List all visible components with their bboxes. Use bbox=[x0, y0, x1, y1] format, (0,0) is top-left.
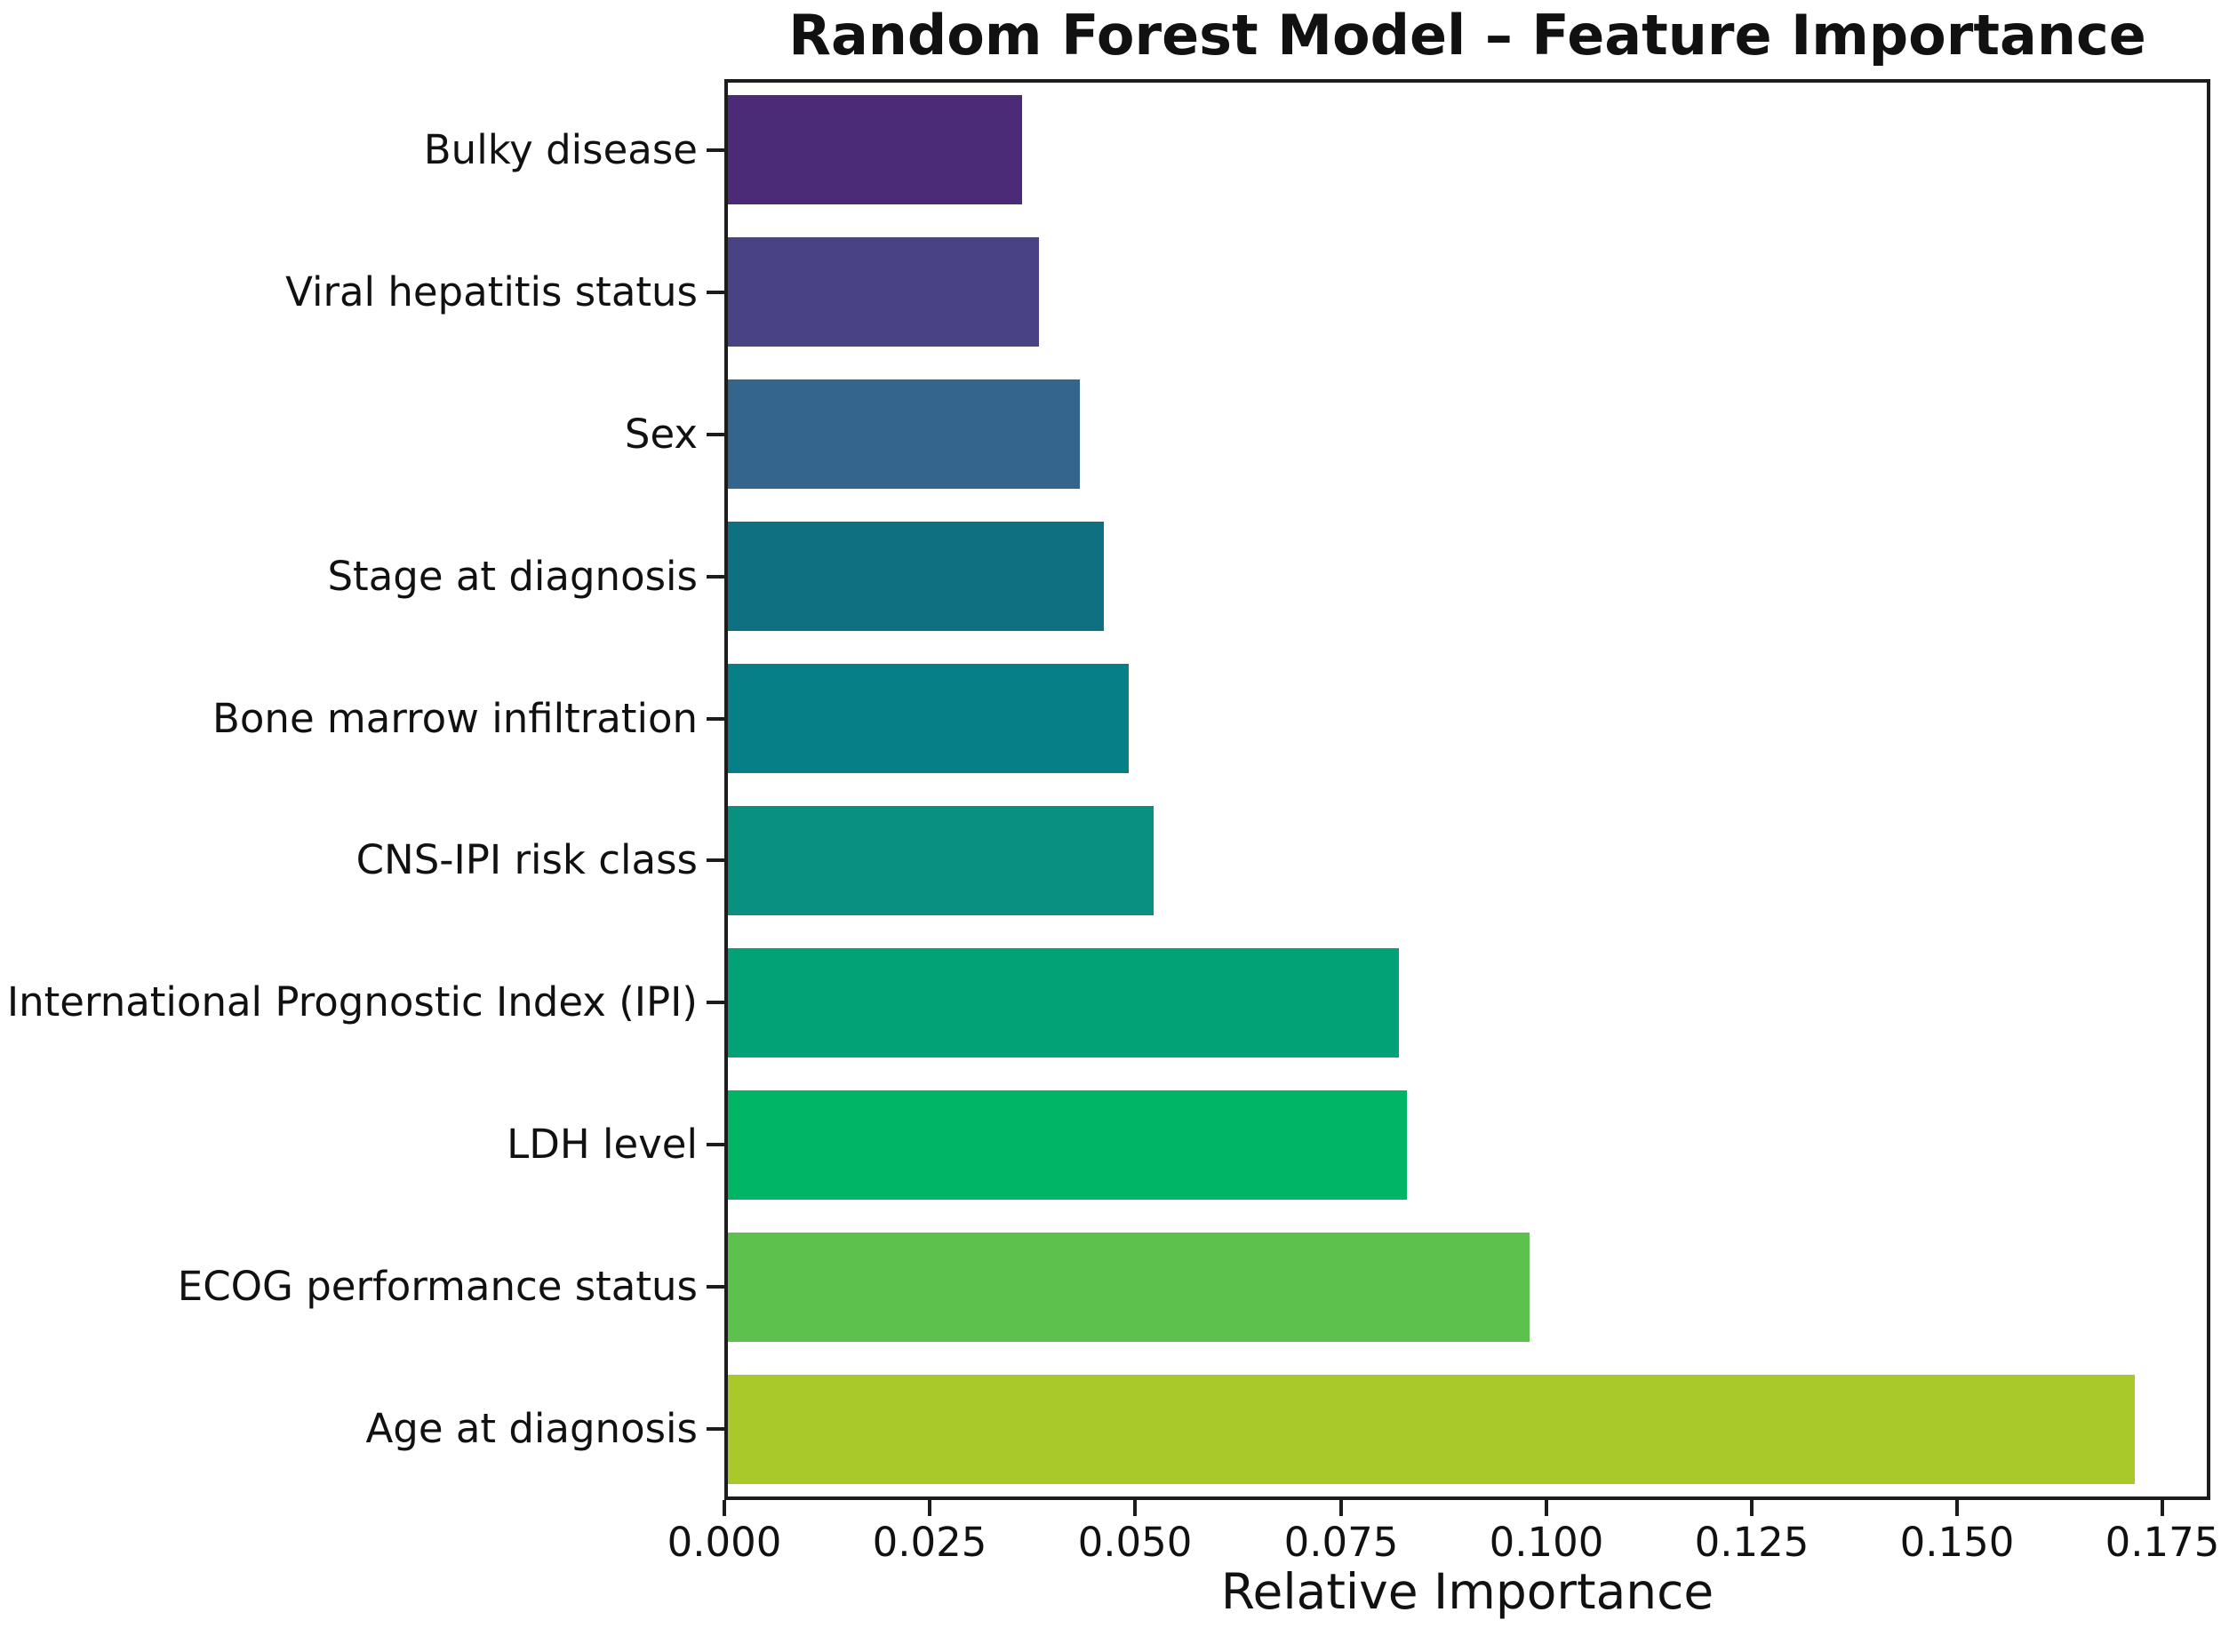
x-tick-label: 0.150 bbox=[1899, 1519, 2015, 1566]
y-tick-mark bbox=[707, 858, 724, 862]
x-tick-mark bbox=[1955, 1500, 1959, 1516]
x-axis-label: Relative Importance bbox=[1220, 1563, 1714, 1620]
y-tick-label: LDH level bbox=[507, 1121, 698, 1168]
y-tick-mark bbox=[707, 1427, 724, 1431]
y-tick-mark bbox=[707, 148, 724, 152]
y-tick-label: Stage at diagnosis bbox=[327, 553, 698, 600]
y-tick-label: Viral hepatitis status bbox=[285, 268, 698, 315]
x-tick-label: 0.050 bbox=[1077, 1519, 1193, 1566]
bar-viral-hepatitis-status bbox=[728, 237, 1039, 347]
y-tick-mark bbox=[707, 1285, 724, 1289]
bar-international-prognostic-index-ipi bbox=[728, 948, 1399, 1057]
y-tick-mark bbox=[707, 575, 724, 579]
y-tick-label: Age at diagnosis bbox=[365, 1405, 698, 1452]
x-tick-mark bbox=[1339, 1500, 1343, 1516]
bar-stage-at-diagnosis bbox=[728, 522, 1105, 631]
x-tick-label: 0.100 bbox=[1489, 1519, 1604, 1566]
x-tick-label: 0.175 bbox=[2105, 1519, 2220, 1566]
chart-title: Random Forest Model – Feature Importance bbox=[788, 3, 2146, 68]
y-tick-label: Bone marrow infiltration bbox=[212, 695, 698, 742]
x-tick-mark bbox=[723, 1500, 726, 1516]
y-tick-mark bbox=[707, 1143, 724, 1146]
x-tick-label: 0.025 bbox=[872, 1519, 987, 1566]
x-tick-label: 0.075 bbox=[1283, 1519, 1399, 1566]
plot-area bbox=[724, 79, 2210, 1500]
y-tick-mark bbox=[707, 1001, 724, 1004]
bar-ecog-performance-status bbox=[728, 1233, 1530, 1342]
x-tick-mark bbox=[1545, 1500, 1548, 1516]
x-tick-label: 0.125 bbox=[1694, 1519, 1810, 1566]
y-tick-mark bbox=[707, 433, 724, 436]
bar-ldh-level bbox=[728, 1090, 1407, 1200]
bar-cns-ipi-risk-class bbox=[728, 806, 1154, 915]
y-tick-label: International Prognostic Index (IPI) bbox=[6, 978, 698, 1026]
x-tick-mark bbox=[1750, 1500, 1754, 1516]
y-tick-label: Sex bbox=[624, 411, 698, 458]
y-tick-label: ECOG performance status bbox=[177, 1263, 698, 1310]
x-tick-mark bbox=[2161, 1500, 2164, 1516]
x-tick-label: 0.000 bbox=[667, 1519, 782, 1566]
y-tick-mark bbox=[707, 291, 724, 294]
bar-bulky-disease bbox=[728, 95, 1023, 204]
bar-age-at-diagnosis bbox=[728, 1375, 2135, 1484]
y-tick-label: Bulky disease bbox=[423, 126, 698, 173]
x-tick-mark bbox=[928, 1500, 931, 1516]
y-tick-mark bbox=[707, 717, 724, 721]
bar-bone-marrow-infiltration bbox=[728, 664, 1129, 773]
x-tick-mark bbox=[1133, 1500, 1137, 1516]
y-tick-label: CNS-IPI risk class bbox=[356, 836, 698, 883]
bar-sex bbox=[728, 379, 1080, 489]
